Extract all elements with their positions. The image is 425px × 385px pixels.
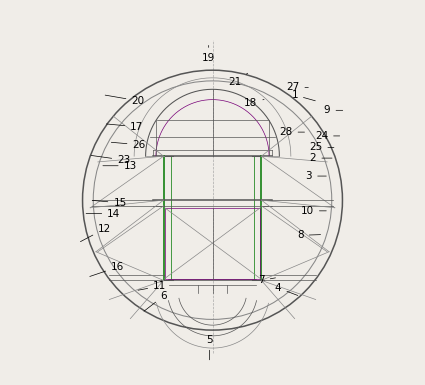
Text: 11: 11 <box>138 281 166 291</box>
Text: 25: 25 <box>309 142 334 152</box>
Text: 7: 7 <box>258 275 275 285</box>
Text: 20: 20 <box>105 95 144 106</box>
Text: 13: 13 <box>103 161 137 171</box>
Text: 18: 18 <box>244 98 264 108</box>
Text: 1: 1 <box>292 90 315 101</box>
Text: 14: 14 <box>86 209 121 219</box>
Text: 4: 4 <box>275 283 298 295</box>
Text: 21: 21 <box>228 73 248 87</box>
Text: 3: 3 <box>306 171 326 181</box>
Text: 23: 23 <box>91 155 130 165</box>
Text: 9: 9 <box>324 105 343 116</box>
Text: 17: 17 <box>106 122 144 132</box>
Text: 27: 27 <box>286 82 309 92</box>
Text: 26: 26 <box>111 140 146 150</box>
Text: 19: 19 <box>202 45 215 63</box>
Text: 28: 28 <box>279 127 305 137</box>
Text: 16: 16 <box>90 262 125 276</box>
Text: 2: 2 <box>310 153 332 163</box>
Text: 5: 5 <box>206 335 213 360</box>
Text: 6: 6 <box>144 291 167 311</box>
Text: 12: 12 <box>80 224 111 242</box>
Text: 10: 10 <box>301 206 326 216</box>
Text: 24: 24 <box>315 131 340 141</box>
Text: 8: 8 <box>297 230 320 240</box>
Text: 15: 15 <box>92 198 127 208</box>
Bar <box>165 208 260 278</box>
